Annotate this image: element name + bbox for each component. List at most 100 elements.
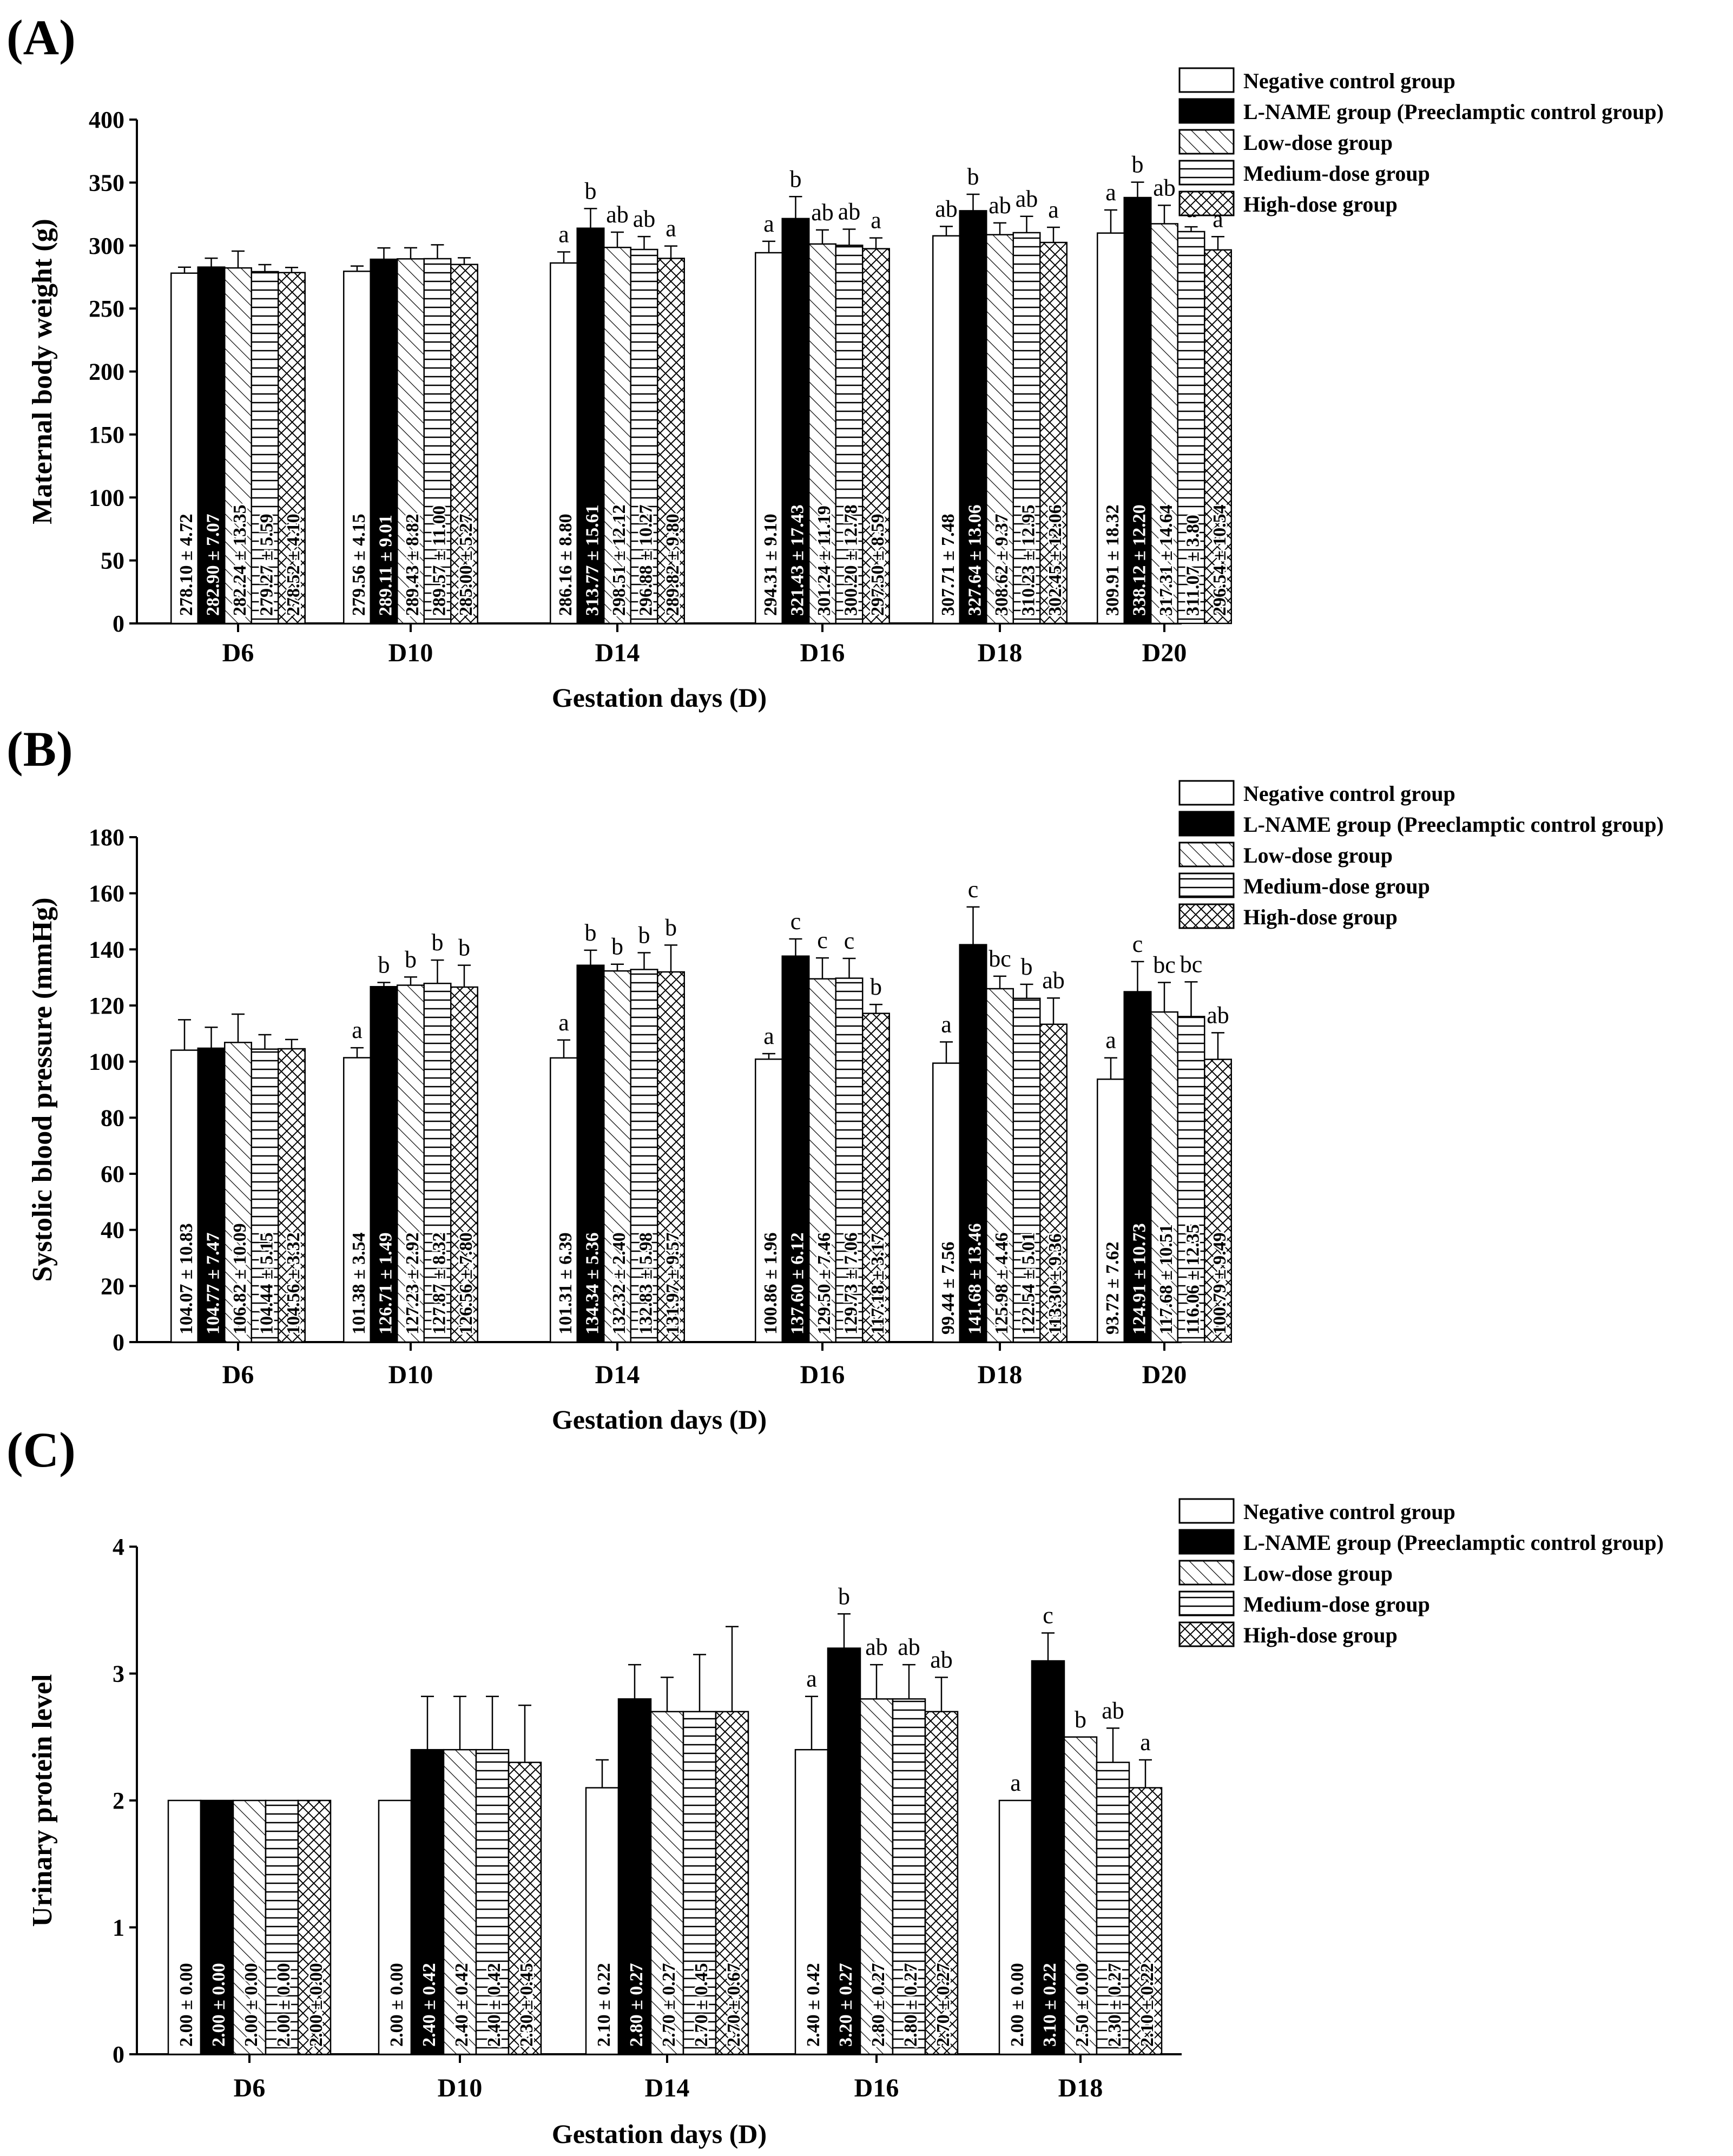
data-label: 2.10 ± 0.22 bbox=[1137, 1963, 1157, 2047]
x-tick-label: D16 bbox=[854, 2074, 899, 2102]
legend-swatch bbox=[1178, 1529, 1235, 1555]
bar bbox=[224, 267, 252, 625]
data-label: 126.71 ± 1.49 bbox=[376, 1232, 396, 1335]
bar bbox=[297, 1799, 332, 2055]
bar bbox=[682, 1711, 717, 2055]
bar bbox=[794, 1749, 829, 2055]
significance-letter: a bbox=[1140, 1729, 1151, 1756]
data-label: 106.82 ± 10.09 bbox=[230, 1223, 250, 1335]
y-tick-label: 40 bbox=[101, 1217, 124, 1244]
bar bbox=[859, 1698, 894, 2055]
data-label: 3.10 ± 0.22 bbox=[1040, 1963, 1060, 2047]
legend-swatch bbox=[1178, 811, 1235, 837]
y-axis-label: Urinary protein level bbox=[27, 1674, 58, 1927]
significance-letter: a bbox=[558, 1009, 569, 1036]
data-label: 300.20 ± 12.78 bbox=[841, 504, 861, 616]
significance-letter: ab bbox=[1207, 1002, 1229, 1028]
data-label: 286.16 ± 8.80 bbox=[556, 514, 576, 616]
y-tick-label: 140 bbox=[89, 936, 124, 963]
bar bbox=[550, 1057, 578, 1343]
y-tick-label: 250 bbox=[89, 295, 124, 322]
significance-letter: bc bbox=[1153, 952, 1176, 978]
data-label: 2.40 ± 0.42 bbox=[803, 1963, 823, 2047]
significance-letter: b bbox=[585, 178, 597, 204]
bar bbox=[508, 1761, 542, 2055]
bar bbox=[224, 1042, 252, 1343]
legend-entry: High-dose group bbox=[1243, 905, 1398, 929]
bar bbox=[827, 1647, 861, 2055]
data-label: 100.79 ± 9.49 bbox=[1210, 1232, 1230, 1335]
data-label: 2.00 ± 0.00 bbox=[1007, 1963, 1027, 2047]
significance-letter: ab bbox=[1042, 967, 1065, 994]
data-label: 104.44 ± 5.15 bbox=[257, 1232, 277, 1335]
legend-swatch bbox=[1178, 190, 1235, 216]
data-label: 2.70 ± 0.27 bbox=[933, 1963, 953, 2047]
x-axis-label: Gestation days (D) bbox=[552, 1404, 767, 1435]
y-tick-label: 0 bbox=[113, 610, 124, 637]
y-tick-label: 2 bbox=[113, 1787, 124, 1814]
significance-letter: bc bbox=[989, 945, 1011, 972]
bar bbox=[423, 982, 452, 1343]
data-label: 309.91 ± 18.32 bbox=[1103, 504, 1123, 616]
significance-letter: a bbox=[941, 1011, 952, 1037]
bar bbox=[278, 1048, 306, 1343]
y-tick-label: 100 bbox=[89, 1049, 124, 1075]
significance-letter: a bbox=[1048, 196, 1059, 223]
data-label: 310.23 ± 12.95 bbox=[1019, 504, 1039, 616]
bar bbox=[423, 258, 452, 625]
legend-entry: Medium-dose group bbox=[1243, 874, 1430, 898]
bar bbox=[378, 1799, 412, 2055]
bar bbox=[862, 248, 890, 625]
x-tick-label: D10 bbox=[388, 1360, 433, 1389]
significance-letter: b bbox=[967, 163, 979, 190]
bar bbox=[1063, 1736, 1098, 2055]
x-tick-label: D18 bbox=[978, 1360, 1023, 1389]
x-tick-label: D16 bbox=[800, 639, 845, 667]
legend-swatch bbox=[1178, 780, 1235, 806]
data-label: 289.11 ± 9.01 bbox=[376, 515, 396, 616]
significance-letter: ab bbox=[606, 201, 629, 228]
bar bbox=[986, 234, 1014, 625]
data-label: 2.00 ± 0.00 bbox=[306, 1963, 326, 2047]
data-label: 117.18 ± 3.17 bbox=[868, 1233, 888, 1335]
data-label: 278.52 ± 4.10 bbox=[284, 514, 304, 616]
significance-letter: b bbox=[665, 914, 677, 941]
significance-letter: c bbox=[968, 876, 979, 903]
data-label: 129.50 ± 7.46 bbox=[814, 1232, 834, 1335]
significance-letter: b bbox=[1075, 1706, 1086, 1733]
significance-letter: b bbox=[638, 922, 650, 949]
significance-letter: b bbox=[585, 919, 597, 946]
bar bbox=[1097, 232, 1125, 625]
data-label: 129.73 ± 7.06 bbox=[841, 1232, 861, 1335]
data-label: 2.40 ± 0.42 bbox=[452, 1963, 472, 2047]
significance-letter: b bbox=[432, 929, 444, 956]
bar bbox=[1204, 1059, 1232, 1343]
data-label: 289.82 ± 9.80 bbox=[663, 514, 683, 616]
x-tick-label: D18 bbox=[978, 639, 1023, 667]
significance-letter: a bbox=[763, 211, 774, 237]
legend-swatch bbox=[1178, 903, 1235, 929]
data-label: 279.56 ± 4.15 bbox=[349, 514, 369, 616]
x-tick-label: D6 bbox=[222, 639, 254, 667]
data-label: 101.38 ± 3.54 bbox=[349, 1232, 369, 1335]
data-label: 297.50 ± 8.59 bbox=[868, 514, 888, 616]
significance-letter: c bbox=[1043, 1602, 1053, 1628]
data-label: 289.43 ± 8.82 bbox=[403, 514, 423, 616]
significance-letter: b bbox=[378, 951, 390, 978]
significance-letter: b bbox=[1132, 152, 1144, 178]
y-tick-label: 200 bbox=[89, 359, 124, 385]
bar bbox=[1150, 223, 1178, 625]
legend-swatch bbox=[1178, 1590, 1235, 1616]
bar bbox=[657, 971, 685, 1343]
chart-panel-2: (B) 0 20 40 60 80 100 120 140 160 180 Systolic bloo… bbox=[6, 721, 1664, 1435]
bar bbox=[232, 1799, 267, 2055]
legend-entry: Negative control group bbox=[1243, 69, 1455, 93]
data-label: 99.44 ± 7.56 bbox=[938, 1241, 958, 1335]
legend-swatch bbox=[1178, 1560, 1235, 1586]
data-label: 298.51 ± 12.12 bbox=[609, 504, 629, 616]
x-tick-label: D10 bbox=[438, 2074, 483, 2102]
significance-letter: c bbox=[1132, 931, 1143, 957]
bar bbox=[585, 1787, 620, 2055]
data-label: 2.80 ± 0.27 bbox=[868, 1963, 888, 2047]
legend-entry: L-NAME group (Preeclamptic control group… bbox=[1243, 100, 1664, 124]
